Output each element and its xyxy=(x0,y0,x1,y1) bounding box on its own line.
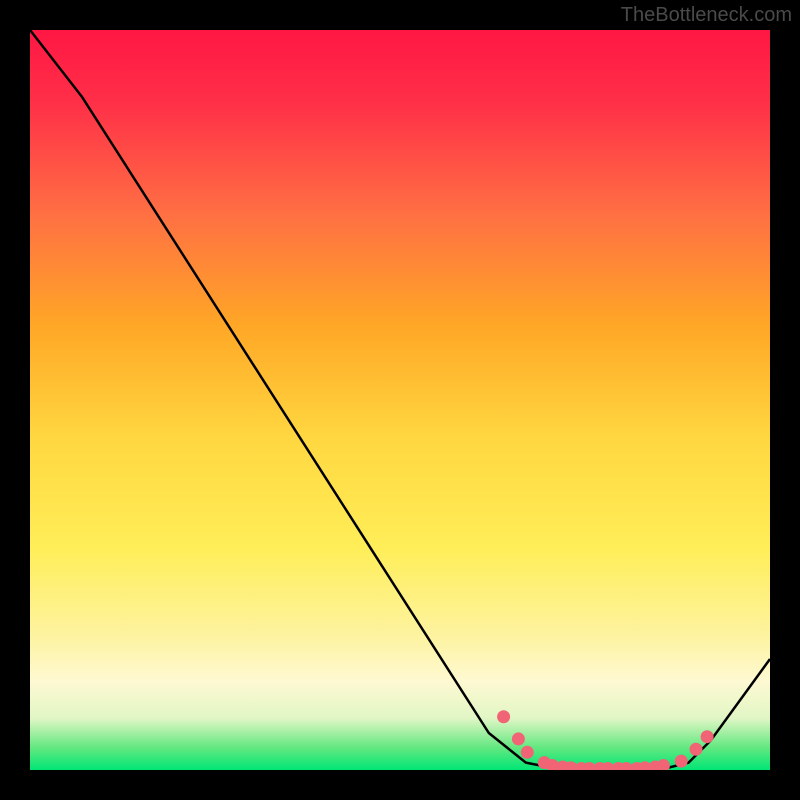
data-marker xyxy=(701,730,714,743)
data-marker xyxy=(512,732,525,745)
data-marker xyxy=(675,755,688,768)
attribution-text: TheBottleneck.com xyxy=(621,4,792,27)
data-markers xyxy=(497,710,713,770)
bottleneck-curve xyxy=(30,30,770,770)
data-marker xyxy=(657,759,670,770)
data-marker xyxy=(690,743,703,756)
data-marker xyxy=(497,710,510,723)
plot-area xyxy=(30,30,770,770)
chart-overlay xyxy=(30,30,770,770)
data-marker xyxy=(521,746,534,759)
